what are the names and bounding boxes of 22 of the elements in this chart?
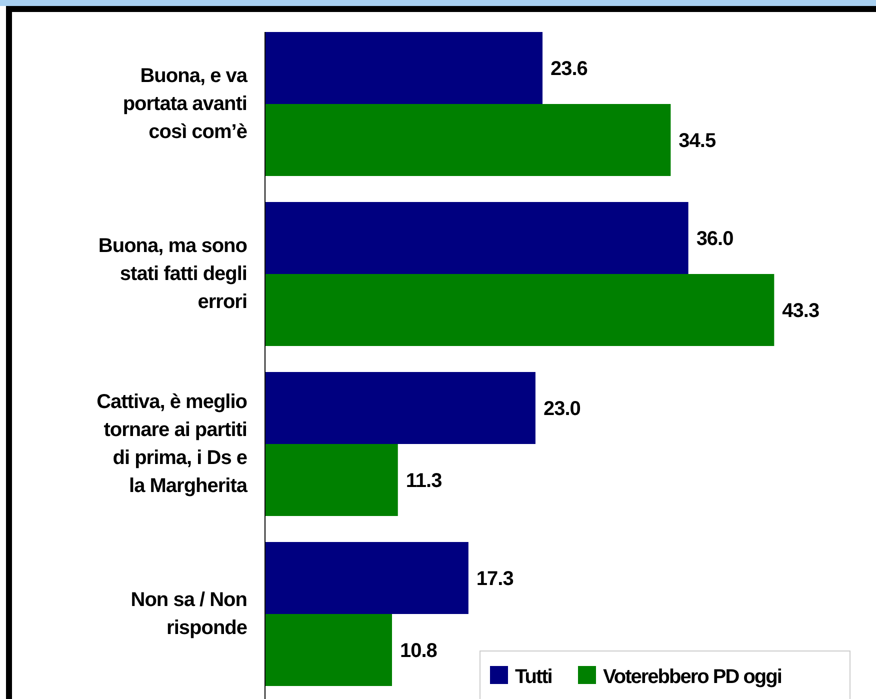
bar xyxy=(265,32,543,104)
y-tick-label: Buona, ma sono stati fatti degli errori xyxy=(98,235,248,313)
bar xyxy=(265,614,392,686)
data-label: 34.5 xyxy=(678,130,716,152)
data-label: 23.0 xyxy=(543,398,581,420)
legend-label: Voterebbero PD oggi xyxy=(603,666,782,688)
y-tick-label: Buona, e va portata avanti così com’è xyxy=(122,65,248,143)
data-label: 10.8 xyxy=(400,640,438,662)
legend-label: Tutti xyxy=(515,666,552,688)
bar xyxy=(265,202,688,274)
y-tick-label: Cattiva, è meglio tornare ai partiti di prima, i Ds e la Margherita xyxy=(96,391,248,497)
data-label: 43.3 xyxy=(782,300,820,322)
bar xyxy=(265,104,671,176)
bar xyxy=(265,542,468,614)
bar xyxy=(265,372,536,444)
data-label: 23.6 xyxy=(550,58,588,80)
y-tick-label: Non sa / Non risponde xyxy=(130,589,248,639)
data-label: 11.3 xyxy=(406,470,442,492)
bar xyxy=(265,444,398,516)
data-label: 17.3 xyxy=(476,568,514,590)
bar xyxy=(265,274,774,346)
data-label: 36.0 xyxy=(696,228,734,250)
